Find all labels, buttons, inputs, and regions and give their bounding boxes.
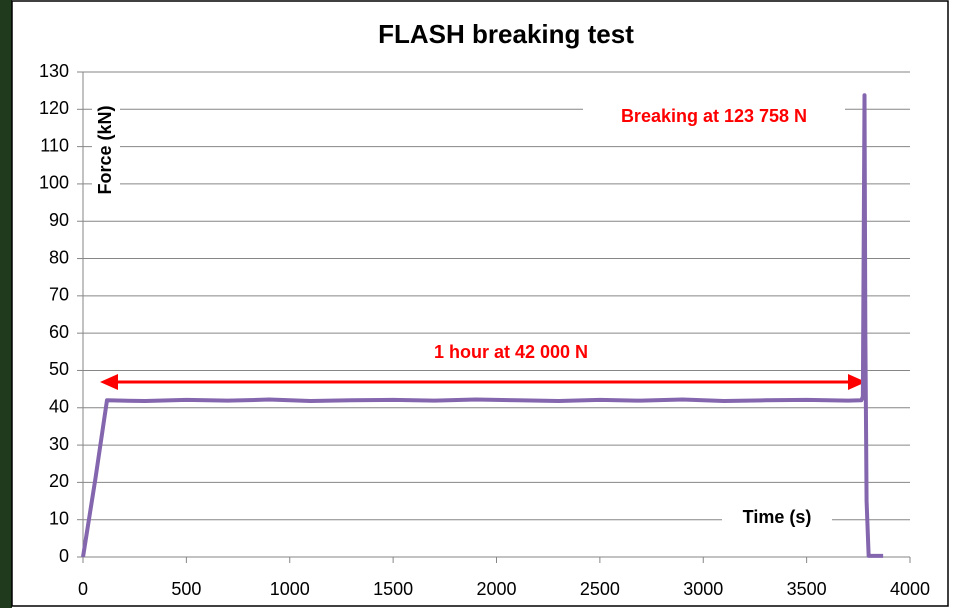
x-tick-label: 2000 [476,579,516,599]
x-tick-label: 3500 [787,579,827,599]
y-axis-label: Force (kN) [95,105,115,194]
y-tick-label: 80 [49,247,69,267]
y-tick-label: 120 [39,98,69,118]
x-tick-label: 0 [78,579,88,599]
y-tick-label: 100 [39,173,69,193]
x-tick-label: 500 [171,579,201,599]
y-tick-label: 60 [49,322,69,342]
photo-edge [0,0,12,608]
x-tick-label: 1500 [373,579,413,599]
chart-title: FLASH breaking test [378,19,634,49]
y-tick-label: 90 [49,210,69,230]
y-tick-label: 70 [49,285,69,305]
y-tick-label: 30 [49,434,69,454]
annotation: 1 hour at 42 000 N [434,342,588,362]
x-tick-label: 3000 [683,579,723,599]
y-tick-label: 50 [49,359,69,379]
y-tick-label: 10 [49,508,69,528]
y-tick-label: 40 [49,397,69,417]
x-tick-label: 2500 [580,579,620,599]
x-axis-label: Time (s) [743,507,812,527]
y-tick-label: 0 [59,546,69,566]
x-tick-label: 4000 [890,579,930,599]
y-tick-label: 130 [39,61,69,81]
y-tick-label: 110 [40,135,69,155]
chart: FLASH breaking test Force (kN) Time (s) … [0,0,962,608]
x-tick-label: 1000 [270,579,310,599]
annotation: Breaking at 123 758 N [621,106,807,126]
y-tick-label: 20 [49,471,69,491]
